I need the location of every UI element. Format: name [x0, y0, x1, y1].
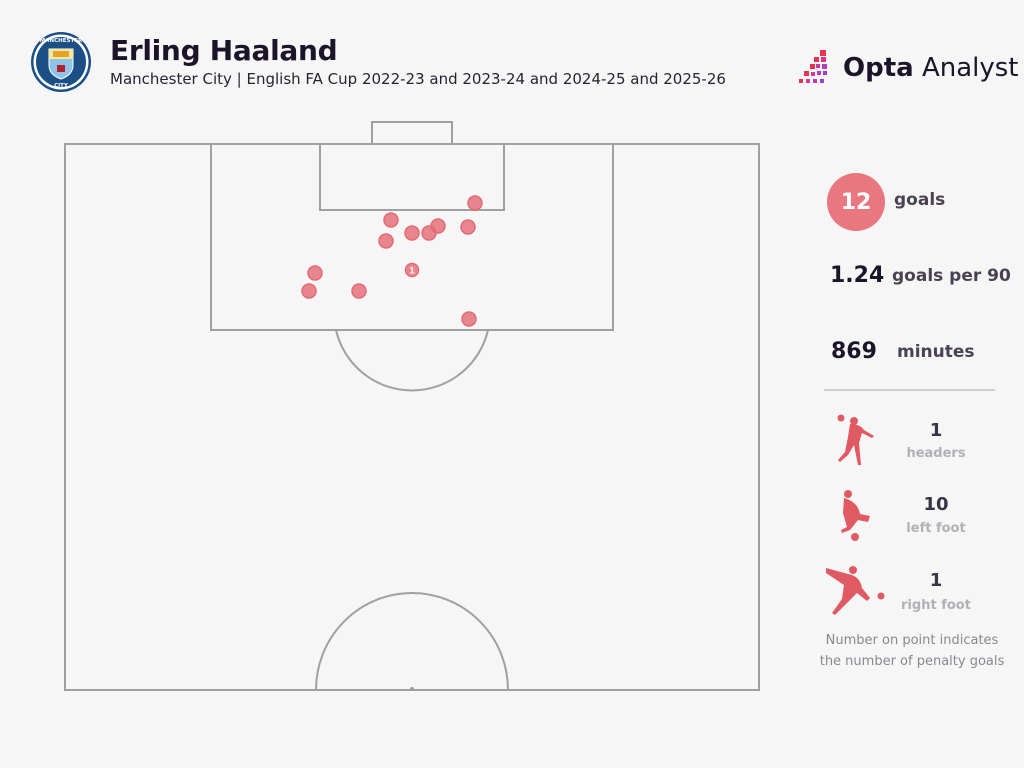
right-foot-row: 1 right foot [820, 564, 1020, 624]
goal-point [404, 225, 420, 241]
goals-per-90-label: goals per 90 [892, 266, 1011, 286]
goal-points: 1 [301, 195, 483, 327]
penalty-note: Number on point indicates the number of … [812, 630, 1012, 672]
headers-label: headers [906, 446, 966, 461]
left-foot-label: left foot [906, 521, 966, 536]
center-circle [315, 592, 509, 691]
left-foot-player-icon [841, 490, 870, 541]
player-name: Erling Haaland [110, 34, 338, 67]
goal-point [378, 233, 394, 249]
penalty-arc [335, 329, 489, 392]
brand-bold: Opta [843, 53, 914, 83]
svg-text:CITY: CITY [54, 83, 69, 89]
headers-row: 1 headers [820, 410, 1020, 470]
goal-point [430, 218, 446, 234]
penalty-note-line2: the number of penalty goals [819, 654, 1005, 669]
goals-label: goals [894, 190, 946, 210]
center-spot [410, 687, 414, 691]
right-foot-player-icon [826, 566, 885, 615]
goal-point [460, 219, 476, 235]
brand-light: Analyst [913, 53, 1019, 83]
goal-point [383, 212, 399, 228]
penalty-goal-point [404, 262, 420, 278]
subtitle: Manchester City | English FA Cup 2022-23… [110, 70, 726, 88]
goal-point [307, 265, 323, 281]
minutes-value: 869 [831, 339, 877, 364]
penalty-note-line1: Number on point indicates [825, 633, 999, 648]
minutes-label: minutes [897, 342, 975, 362]
goals-count-badge: 12 [827, 173, 885, 231]
left-foot-value: 10 [923, 494, 949, 515]
svg-text:MANCHESTER: MANCHESTER [40, 38, 83, 44]
left-foot-row: 10 left foot [820, 486, 1020, 546]
penalty-count-label: 1 [409, 267, 415, 277]
header-player-icon [837, 414, 874, 465]
goal-point [301, 283, 317, 299]
stats-divider [824, 389, 995, 391]
manchester-city-crest-icon: MANCHESTER CITY [31, 32, 91, 92]
opta-pixel-logo-icon [799, 50, 827, 83]
headers-value: 1 [929, 420, 943, 441]
goal-point [351, 283, 367, 299]
right-foot-value: 1 [929, 570, 943, 591]
goal-point [461, 311, 477, 327]
goal [371, 121, 453, 145]
opta-analyst-brand: Opta Analyst [843, 53, 1019, 83]
goal-point [467, 195, 483, 211]
right-foot-label: right foot [901, 598, 971, 613]
goals-per-90-value: 1.24 [830, 263, 885, 288]
